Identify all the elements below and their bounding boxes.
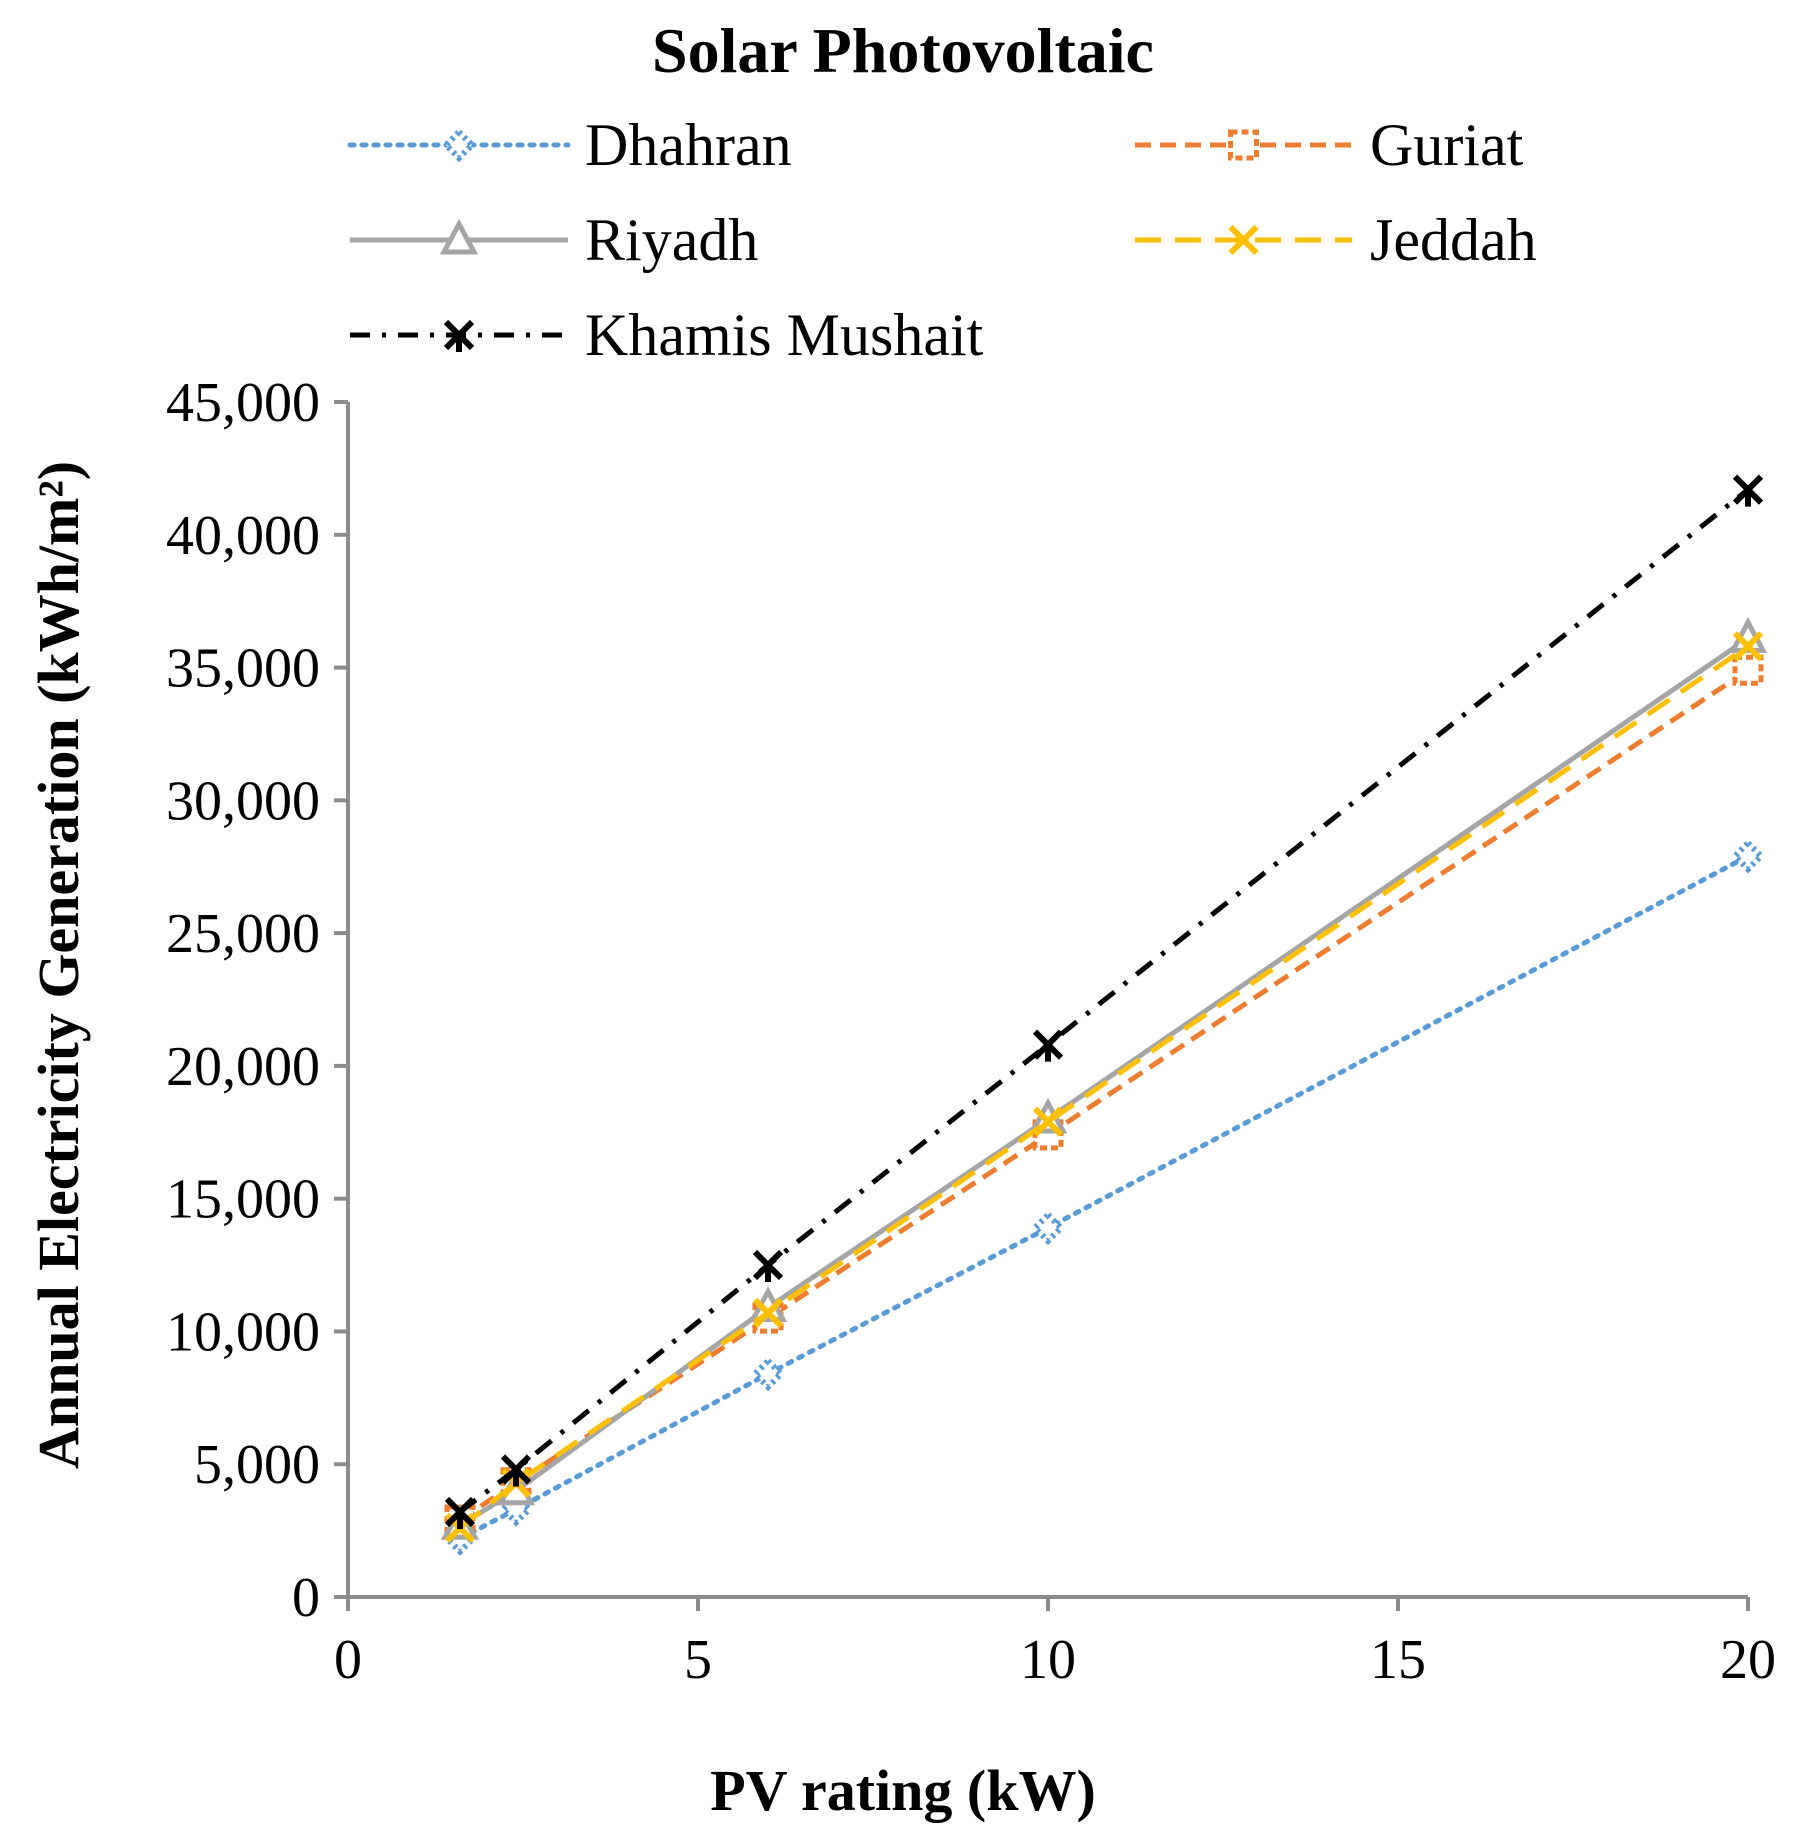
series-dhahran	[442, 838, 1766, 1556]
data-point-khamis-mushait	[444, 1496, 476, 1530]
x-tick-label: 5	[684, 1629, 712, 1691]
y-tick-label: 30,000	[166, 770, 320, 832]
series-guriat	[444, 654, 1764, 1536]
legend-label: Jeddah	[1370, 207, 1537, 273]
legend-marker	[439, 218, 479, 255]
data-point-guriat	[1732, 654, 1764, 686]
x-tick-label: 15	[1370, 1629, 1426, 1691]
legend-marker	[1228, 224, 1259, 256]
data-point-dhahran	[750, 1356, 786, 1392]
y-tick-label: 45,000	[166, 372, 320, 434]
legend-item-guriat: Guriat	[1135, 112, 1524, 178]
axes: 0 5,000 10,000 15,000 20,000 25,000 30,000 35,0…	[166, 372, 1776, 1691]
legend-item-riyadh: Riyadh	[350, 207, 758, 273]
series-line-khamis-mushait	[458, 487, 1750, 1514]
data-point-jeddah	[1032, 1106, 1064, 1137]
x-axis-label: PV rating (kW)	[710, 1758, 1096, 1823]
series-jeddah	[444, 631, 1764, 1544]
y-tick-label: 35,000	[166, 638, 320, 700]
data-point-khamis-mushait	[500, 1454, 532, 1487]
y-tick-label: 0	[292, 1567, 320, 1629]
y-tick-label: 5,000	[194, 1434, 320, 1496]
legend-marker	[441, 127, 477, 163]
data-point-jeddah	[1732, 631, 1764, 662]
y-tick-label: 20,000	[166, 1036, 320, 1098]
y-tick-label: 10,000	[166, 1301, 320, 1363]
legend-label: Riyadh	[585, 207, 758, 273]
y-tick-label: 25,000	[166, 903, 320, 965]
x-tick-label: 0	[334, 1629, 362, 1691]
legend-label: Dhahran	[585, 112, 792, 178]
legend: Dhahran Guriat Riyadh Jeddah Khamis Mushait	[347, 112, 1537, 368]
legend-label: Khamis Mushait	[585, 302, 984, 368]
data-point-dhahran	[1030, 1210, 1066, 1246]
data-point-khamis-mushait	[752, 1249, 784, 1283]
legend-item-dhahran: Dhahran	[347, 112, 792, 178]
series-line-dhahran	[457, 853, 1751, 1542]
chart-title: Solar Photovoltaic	[652, 15, 1154, 86]
data-point-dhahran	[1730, 838, 1766, 874]
data-point-khamis-mushait	[1032, 1029, 1064, 1062]
y-axis-label: Annual Electricity Generation (kWh/m²)	[26, 461, 91, 1469]
legend-item-jeddah: Jeddah	[1135, 207, 1537, 273]
series-layer	[440, 474, 1768, 1556]
legend-label: Guriat	[1370, 112, 1524, 178]
legend-marker	[443, 319, 475, 352]
data-point-jeddah	[752, 1297, 784, 1328]
y-tick-label: 15,000	[166, 1169, 320, 1231]
data-point-khamis-mushait	[1732, 474, 1764, 507]
series-line-guriat	[458, 668, 1750, 1523]
series-khamis-mushait	[444, 474, 1764, 1530]
x-tick-label: 20	[1720, 1629, 1776, 1691]
x-tick-label: 10	[1020, 1629, 1076, 1691]
y-tick-label: 40,000	[166, 505, 320, 567]
legend-marker	[1228, 129, 1259, 161]
legend-item-khamis-mushait: Khamis Mushait	[350, 302, 984, 368]
